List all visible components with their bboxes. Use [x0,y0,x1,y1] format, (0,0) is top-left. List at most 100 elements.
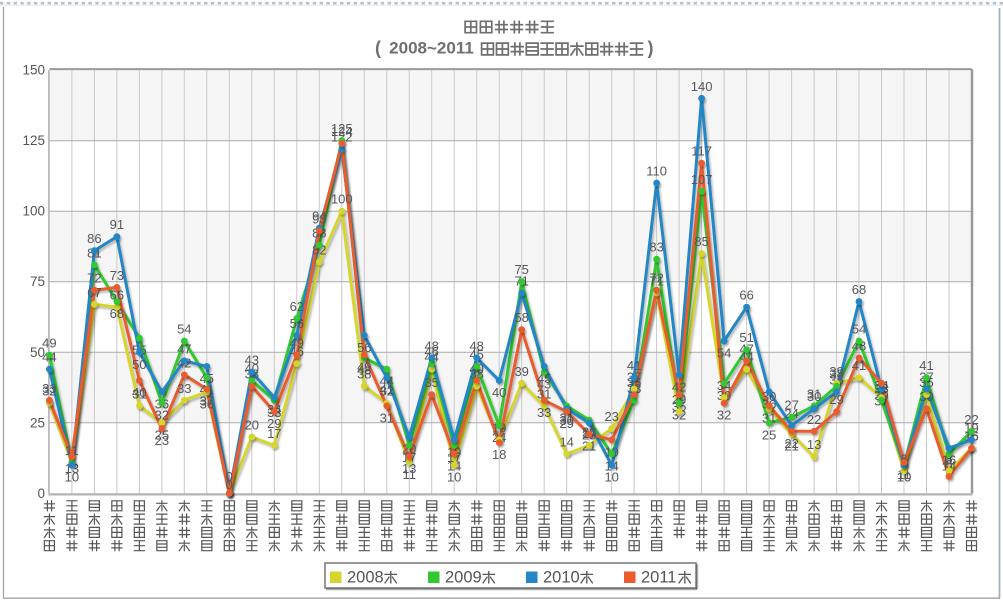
svg-text:22: 22 [964,412,978,427]
svg-text:43: 43 [537,377,551,392]
svg-text:33: 33 [42,381,56,396]
svg-text:35: 35 [919,375,933,390]
svg-text:27: 27 [784,398,798,413]
svg-text:29: 29 [829,392,843,407]
svg-text:110: 110 [646,164,667,179]
svg-text:2008~2011: 2008~2011 [389,39,474,58]
svg-text:58: 58 [514,310,528,325]
svg-text:86: 86 [87,231,101,246]
svg-text:82: 82 [312,243,326,258]
svg-text:21: 21 [784,439,798,454]
svg-text:32: 32 [380,384,394,399]
svg-text:41: 41 [380,382,394,397]
svg-text:45: 45 [469,347,483,362]
svg-text:19: 19 [964,420,978,435]
svg-text:40: 40 [245,361,259,376]
svg-text:29: 29 [559,416,573,431]
svg-text:117: 117 [691,144,712,159]
svg-text:41: 41 [919,358,933,373]
svg-text:38: 38 [357,367,371,382]
svg-text:11: 11 [402,467,416,482]
svg-text:32: 32 [42,384,56,399]
svg-text:0: 0 [226,477,233,492]
svg-text:29: 29 [672,392,686,407]
svg-text:25: 25 [30,415,45,430]
svg-text:85: 85 [694,234,708,249]
svg-text:18: 18 [492,447,506,462]
svg-text:32: 32 [672,408,686,423]
svg-text:31: 31 [132,386,146,401]
svg-text:46: 46 [290,344,304,359]
svg-text:20: 20 [245,418,259,433]
svg-text:56: 56 [357,340,371,355]
svg-text:150: 150 [22,63,45,78]
svg-text:41: 41 [627,358,641,373]
svg-text:20: 20 [402,442,416,457]
svg-text:14: 14 [559,434,573,449]
svg-text:32: 32 [155,408,169,423]
svg-text:): ) [648,38,654,58]
svg-text:8: 8 [945,451,952,466]
svg-text:48: 48 [424,338,438,353]
svg-text:49: 49 [42,336,56,351]
svg-text:49: 49 [357,360,371,375]
svg-text:11: 11 [65,443,79,458]
svg-text:35: 35 [627,375,641,390]
svg-text:43: 43 [245,353,259,368]
svg-text:31: 31 [537,386,551,401]
svg-text:25: 25 [762,427,776,442]
svg-text:51: 51 [739,330,753,345]
svg-text:8: 8 [900,451,907,466]
svg-text:40: 40 [492,385,506,400]
svg-text:100: 100 [22,204,45,219]
svg-text:35: 35 [424,375,438,390]
svg-text:33: 33 [537,405,551,420]
svg-text:140: 140 [691,79,713,94]
svg-text:10: 10 [65,470,79,485]
svg-text:56: 56 [290,316,304,331]
svg-text:48: 48 [469,338,483,353]
svg-text:75: 75 [514,262,528,277]
svg-text:30: 30 [807,389,821,404]
svg-text:72: 72 [87,271,101,286]
svg-text:39: 39 [829,364,843,379]
svg-text:31: 31 [807,386,821,401]
svg-text:2009: 2009 [445,569,482,587]
svg-text:10: 10 [897,470,911,485]
svg-text:13: 13 [402,461,416,476]
svg-text:83: 83 [649,240,663,255]
svg-text:33: 33 [177,381,191,396]
svg-text:44: 44 [739,350,753,365]
svg-text:40: 40 [132,385,146,400]
svg-text:30: 30 [762,389,776,404]
svg-text:46: 46 [424,344,438,359]
svg-text:75: 75 [30,274,45,289]
svg-text:37: 37 [200,394,214,409]
svg-text:50: 50 [132,357,146,372]
svg-text:31: 31 [380,410,394,425]
svg-text:44: 44 [380,374,394,389]
svg-text:72: 72 [649,271,663,286]
svg-text:32: 32 [717,408,731,423]
svg-text:23: 23 [155,433,169,448]
svg-text:107: 107 [691,172,713,187]
svg-text:10: 10 [897,470,911,485]
svg-text:48: 48 [357,362,371,377]
svg-text:25: 25 [155,427,169,442]
svg-text:68: 68 [852,282,866,297]
svg-text:10: 10 [447,470,461,485]
svg-text:10: 10 [604,470,618,485]
svg-text:2010: 2010 [543,569,580,587]
svg-text:29: 29 [267,416,281,431]
svg-text:35: 35 [672,399,686,414]
svg-text:(: ( [375,38,381,58]
svg-text:16: 16 [964,429,978,444]
svg-text:125: 125 [331,121,353,136]
svg-text:31: 31 [762,410,776,425]
svg-text:122: 122 [331,130,353,145]
svg-text:41: 41 [852,358,866,373]
svg-text:0: 0 [37,486,45,501]
svg-text:71: 71 [649,274,663,289]
svg-text:73: 73 [110,268,124,283]
svg-text:54: 54 [177,322,191,337]
